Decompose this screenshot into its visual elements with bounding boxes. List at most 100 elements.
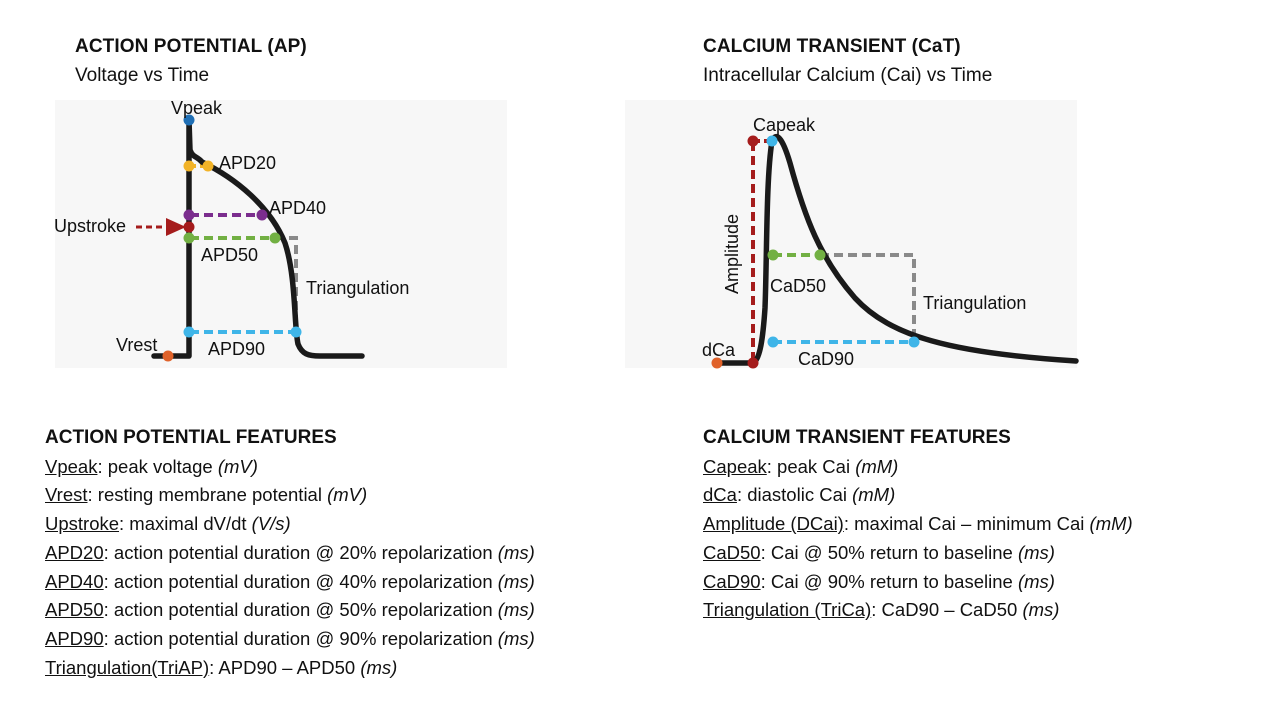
feature-description: : Cai @ 50% return to baseline xyxy=(760,541,1018,563)
cat-title: CALCIUM TRANSIENT (CaT) xyxy=(703,36,961,57)
feature-unit: (mM) xyxy=(855,455,899,477)
feature-description: : action potential duration @ 40% repola… xyxy=(103,570,498,592)
cad90-end-point xyxy=(908,336,920,348)
apd50-start-point xyxy=(183,232,195,244)
feature-description: : CaD90 – CaD50 xyxy=(871,599,1023,621)
capeak-label: Capeak xyxy=(753,115,816,135)
feature-line: dCa: diastolic Cai (mM) xyxy=(703,481,1133,510)
feature-term: APD20 xyxy=(45,541,104,563)
feature-description: : APD90 – APD50 xyxy=(209,656,361,678)
feature-description: : peak voltage xyxy=(97,455,218,477)
cat-triangulation-line xyxy=(820,253,916,342)
apd20-end-point xyxy=(202,160,214,172)
feature-term: Vpeak xyxy=(45,455,98,477)
feature-unit: (mV) xyxy=(217,455,258,477)
cat-features-title: CALCIUM TRANSIENT FEATURES xyxy=(703,427,1011,448)
upstroke-label: Upstroke xyxy=(54,216,126,236)
feature-description: : diastolic Cai xyxy=(736,484,853,506)
cat-feature-list: Capeak: peak Cai (mM) dCa: diastolic Cai … xyxy=(703,453,1133,625)
feature-description: : action potential duration @ 20% repola… xyxy=(103,541,498,563)
feature-line: APD50: action potential duration @ 50% r… xyxy=(45,596,535,625)
cad90-start-point xyxy=(767,336,779,348)
feature-description: : peak Cai xyxy=(766,455,856,477)
ap-subtitle: Voltage vs Time xyxy=(75,65,210,86)
upstroke-arrow-head xyxy=(166,218,186,236)
feature-line: Triangulation(TriAP): APD90 – APD50 (ms) xyxy=(45,654,535,683)
apd90-end-point xyxy=(290,326,302,338)
apd50-label: APD50 xyxy=(201,245,258,265)
apd20-label: APD20 xyxy=(219,153,276,173)
feature-description: : maximal dV/dt xyxy=(119,513,252,535)
amplitude-label: Amplitude xyxy=(722,214,742,294)
feature-unit: (ms) xyxy=(360,656,398,678)
apd20-start-point xyxy=(183,160,195,172)
feature-description: : action potential duration @ 90% repola… xyxy=(103,627,498,649)
feature-term: dCa xyxy=(703,484,737,506)
ap-features: ACTION POTENTIAL FEATURES Vpeak: peak vo… xyxy=(45,424,535,682)
vrest-point xyxy=(162,350,174,362)
feature-line: Capeak: peak Cai (mM) xyxy=(703,453,1133,482)
feature-unit: (ms) xyxy=(497,541,535,563)
apd90-label: APD90 xyxy=(208,339,265,359)
cat-diagram-svg: Capeak Amplitude CaD50 Triangulation dCa… xyxy=(625,100,1079,369)
feature-term: APD50 xyxy=(45,599,104,621)
feature-line: Upstroke: maximal dV/dt (V/s) xyxy=(45,510,535,539)
apd40-label: APD40 xyxy=(269,198,326,218)
apd40-start-point xyxy=(183,209,195,221)
ap-diagram: Vpeak APD20 APD40 Upstroke APD50 Triangu… xyxy=(40,98,510,373)
vpeak-point xyxy=(183,114,195,126)
dca-point xyxy=(711,357,723,369)
feature-term: Triangulation (TriCa) xyxy=(703,599,872,621)
cad90-label: CaD90 xyxy=(798,349,854,369)
feature-term: CaD90 xyxy=(703,570,761,592)
cat-subtitle: Intracellular Calcium (Cai) vs Time xyxy=(703,65,993,86)
feature-term: Capeak xyxy=(703,455,767,477)
upstroke-point xyxy=(183,221,195,233)
feature-line: APD90: action potential duration @ 90% r… xyxy=(45,625,535,654)
feature-term: Upstroke xyxy=(45,513,120,535)
feature-unit: (ms) xyxy=(497,627,535,649)
feature-line: APD40: action potential duration @ 40% r… xyxy=(45,568,535,597)
apd50-end-point xyxy=(269,232,281,244)
feature-description: : maximal Cai – minimum Cai xyxy=(843,513,1090,535)
feature-line: CaD50: Cai @ 50% return to baseline (ms) xyxy=(703,539,1133,568)
feature-line: Triangulation (TriCa): CaD90 – CaD50 (ms… xyxy=(703,596,1133,625)
feature-unit: (mM) xyxy=(852,484,896,506)
cat-diagram: Capeak Amplitude CaD50 Triangulation dCa… xyxy=(620,98,1082,373)
feature-unit: (ms) xyxy=(1022,599,1060,621)
amplitude-top-point xyxy=(747,135,759,147)
feature-term: Triangulation(TriAP) xyxy=(45,656,210,678)
feature-unit: (ms) xyxy=(497,570,535,592)
cat-diagram-background xyxy=(625,100,1077,368)
feature-line: Amplitude (DCai): maximal Cai – minimum … xyxy=(703,510,1133,539)
dca-label: dCa xyxy=(702,340,736,360)
feature-unit: (mV) xyxy=(327,484,368,506)
feature-description: : Cai @ 90% return to baseline xyxy=(760,570,1018,592)
feature-line: CaD90: Cai @ 90% return to baseline (ms) xyxy=(703,568,1133,597)
cat-features: CALCIUM TRANSIENT FEATURES Capeak: peak … xyxy=(703,424,1133,625)
amplitude-bottom-point xyxy=(747,357,759,369)
cad50-end-point xyxy=(814,249,826,261)
feature-line: Vpeak: peak voltage (mV) xyxy=(45,453,535,482)
feature-description: : action potential duration @ 50% repola… xyxy=(103,599,498,621)
feature-term: Vrest xyxy=(45,484,88,506)
cat-curve xyxy=(714,134,1079,366)
vrest-label: Vrest xyxy=(116,335,157,355)
ap-feature-list: Vpeak: peak voltage (mV) Vrest: resting m… xyxy=(45,453,535,683)
ap-title: ACTION POTENTIAL (AP) xyxy=(75,36,307,57)
ap-triangulation-label: Triangulation xyxy=(306,278,409,298)
feature-unit: (ms) xyxy=(1017,570,1055,592)
capeak-point xyxy=(766,135,778,147)
feature-term: Amplitude (DCai) xyxy=(703,513,844,535)
cad50-label: CaD50 xyxy=(770,276,826,296)
vpeak-label: Vpeak xyxy=(171,98,223,118)
cat-triangulation-label: Triangulation xyxy=(923,293,1026,313)
ap-diagram-svg: Vpeak APD20 APD40 Upstroke APD50 Triangu… xyxy=(54,98,507,368)
feature-term: APD90 xyxy=(45,627,104,649)
feature-term: APD40 xyxy=(45,570,104,592)
apd40-end-point xyxy=(256,209,268,221)
feature-unit: (ms) xyxy=(497,599,535,621)
feature-unit: (V/s) xyxy=(251,513,291,535)
ap-features-title: ACTION POTENTIAL FEATURES xyxy=(45,427,337,448)
apd90-start-point xyxy=(183,326,195,338)
